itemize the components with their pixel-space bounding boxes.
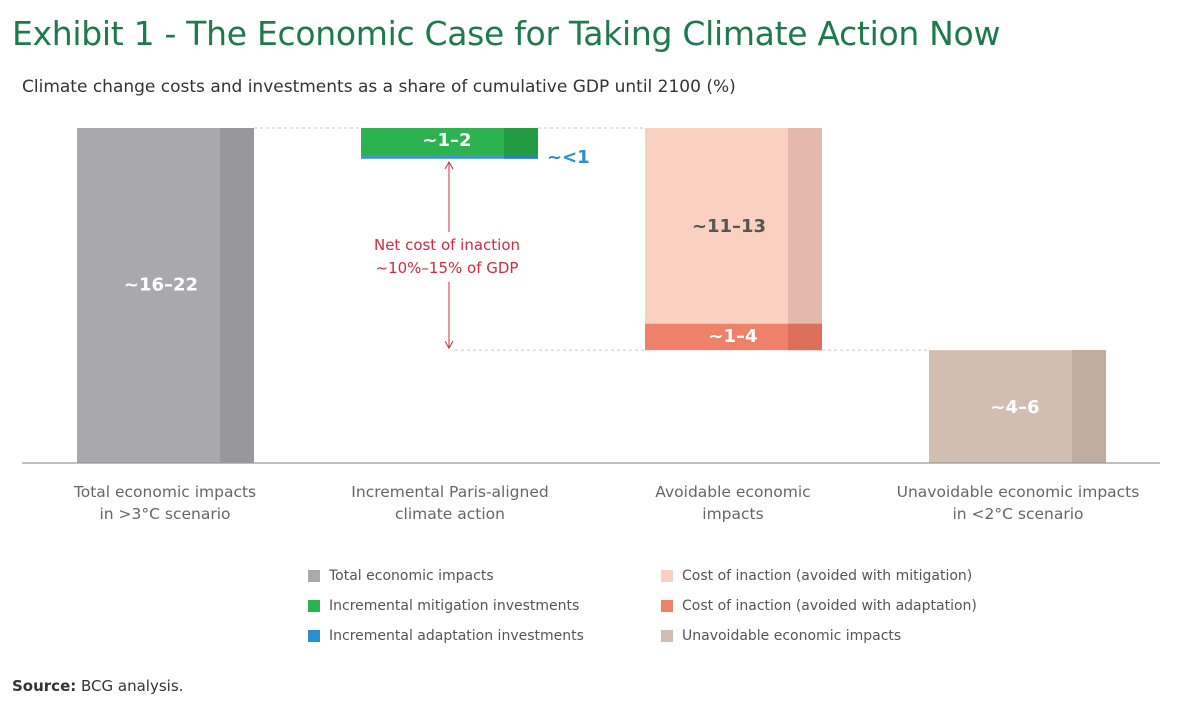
legend-swatch — [308, 570, 320, 582]
legend-item-avoided_adaptation: Cost of inaction (avoided with adaptatio… — [661, 598, 977, 614]
legend-swatch — [308, 600, 320, 612]
legend-item-avoided_mitigation: Cost of inaction (avoided with mitigatio… — [661, 568, 972, 584]
legend-label: Cost of inaction (avoided with mitigatio… — [682, 568, 973, 584]
legend-swatch — [661, 630, 673, 642]
annotation-label: Net cost of inaction — [374, 236, 520, 254]
annotation-label: ~10%–15% of GDP — [376, 259, 519, 277]
category-label: impacts — [702, 505, 763, 523]
data-label-adaptation: ~<1 — [547, 147, 590, 168]
waterfall-chart: ~16–22 ~1–2 ~<1 ~11–13 ~1–4 ~4–6 Net cost of i… — [22, 127, 1160, 523]
legend-label: Total economic impacts — [329, 568, 494, 584]
data-label-total: ~16–22 — [124, 275, 198, 296]
bar-shade-mitigation — [504, 128, 538, 157]
chart-title: Exhibit 1 - The Economic Case for Taking… — [12, 14, 1001, 53]
bar-shade-adaptation — [504, 156, 538, 159]
legend-swatch — [661, 570, 673, 582]
legend-label: Cost of inaction (avoided with adaptatio… — [682, 598, 977, 614]
legend-swatch — [661, 600, 673, 612]
legend-label: Incremental mitigation investments — [329, 598, 580, 614]
category-label: Avoidable economic — [655, 483, 810, 501]
source-text: BCG analysis. — [76, 677, 184, 695]
source-label: Source: — [12, 677, 77, 695]
bar-shade-total — [220, 128, 254, 463]
category-label: climate action — [395, 505, 505, 523]
bar-shade-unavoidable — [1072, 350, 1106, 463]
category-label: in >3°C scenario — [99, 505, 230, 523]
legend-swatch — [308, 630, 320, 642]
annotation-arrowhead-up — [444, 160, 454, 170]
annotation-arrowhead-down — [444, 340, 454, 350]
legend-item-unavoidable: Unavoidable economic impacts — [661, 628, 901, 644]
legend-item-adaptation: Incremental adaptation investments — [308, 628, 584, 644]
category-label: Total economic impacts — [73, 483, 256, 501]
data-label-unavoidable: ~4–6 — [990, 397, 1039, 418]
data-label-avoided-mitigation: ~11–13 — [692, 216, 766, 237]
category-label: in <2°C scenario — [952, 505, 1083, 523]
data-label-avoided-adaptation: ~1–4 — [708, 326, 757, 347]
category-label: Incremental Paris-aligned — [351, 483, 548, 501]
category-label: Unavoidable economic impacts — [897, 483, 1140, 501]
legend-label: Unavoidable economic impacts — [682, 628, 902, 644]
legend-item-mitigation: Incremental mitigation investments — [308, 598, 579, 614]
legend-item-total: Total economic impacts — [308, 568, 494, 584]
bar-shade-avoided_mitigation — [788, 128, 822, 324]
bar-shade-avoided_adaptation — [788, 323, 822, 351]
source-note: Source: BCG analysis. — [12, 677, 183, 695]
chart-subtitle: Climate change costs and investments as … — [22, 77, 736, 97]
data-label-mitigation: ~1–2 — [422, 130, 471, 151]
bar-segment-adaptation — [361, 156, 538, 159]
legend-label: Incremental adaptation investments — [329, 628, 584, 644]
